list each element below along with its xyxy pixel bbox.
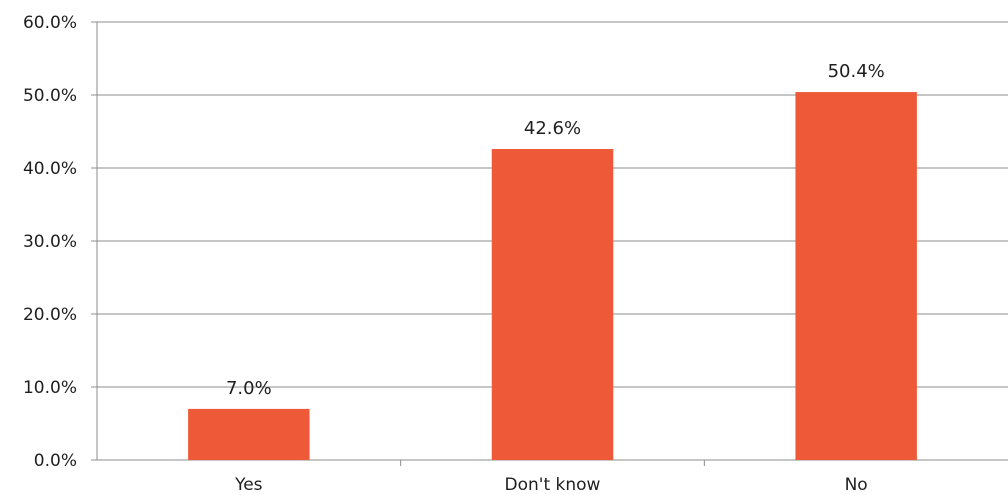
data-label: 42.6% [524,118,581,139]
data-labels: 7.0% 42.6% 50.4% [226,61,885,399]
bar [491,149,614,460]
y-tick-label: 60.0% [23,13,77,33]
y-tick-label: 10.0% [23,378,77,398]
y-axis-ticks: 0.0% 10.0% 20.0% 30.0% 40.0% 50.0% 60.0% [23,13,77,471]
x-axis-labels: Yes Don't know No [234,475,868,495]
y-tick-label: 20.0% [23,305,77,325]
x-category-label: No [845,475,868,495]
bars [188,92,917,460]
y-tick-label: 0.0% [34,451,77,471]
x-category-label: Don't know [505,475,601,495]
y-tick-label: 30.0% [23,232,77,252]
data-label: 7.0% [226,378,272,399]
y-tick-label: 50.0% [23,86,77,106]
bar [188,408,310,460]
y-tick-label: 40.0% [23,159,77,179]
x-category-label: Yes [234,475,263,495]
bar [795,92,917,460]
data-label: 50.4% [828,61,885,82]
